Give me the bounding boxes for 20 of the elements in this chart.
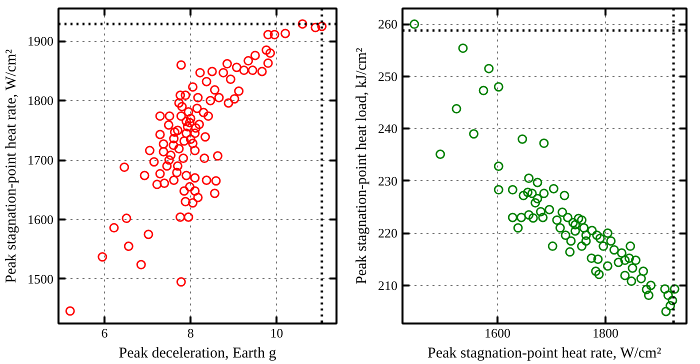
y-tick-label: 1500 xyxy=(28,271,54,286)
x-axis-title: Peak deceleration, Earth g xyxy=(118,346,277,362)
y-axis-title: Peak stagnation-point heat rate, W/cm² xyxy=(4,48,20,283)
y-tick-label: 260 xyxy=(378,16,398,32)
y-tick-label: 250 xyxy=(378,68,398,84)
x-tick-label: 10 xyxy=(270,326,284,340)
x-tick-label: 1600 xyxy=(484,326,511,340)
x-tick-label: 1800 xyxy=(592,326,619,340)
y-tick-label: 210 xyxy=(378,278,398,293)
y-axis-title: Peak stagnation-point heat load, kJ/cm² xyxy=(354,47,370,284)
x-axis-title: Peak stagnation-point heat rate, W/cm² xyxy=(428,346,662,362)
y-tick-label: 1900 xyxy=(28,34,54,49)
y-tick-label: 220 xyxy=(378,226,398,241)
x-tick-label: 8 xyxy=(187,326,194,340)
x-tick-label: 6 xyxy=(101,326,108,340)
y-tick-label: 1800 xyxy=(28,93,54,108)
y-tick-label: 240 xyxy=(378,121,398,136)
y-tick-label: 1600 xyxy=(28,212,54,227)
y-tick-label: 1700 xyxy=(28,152,54,168)
y-tick-label: 230 xyxy=(378,173,398,188)
